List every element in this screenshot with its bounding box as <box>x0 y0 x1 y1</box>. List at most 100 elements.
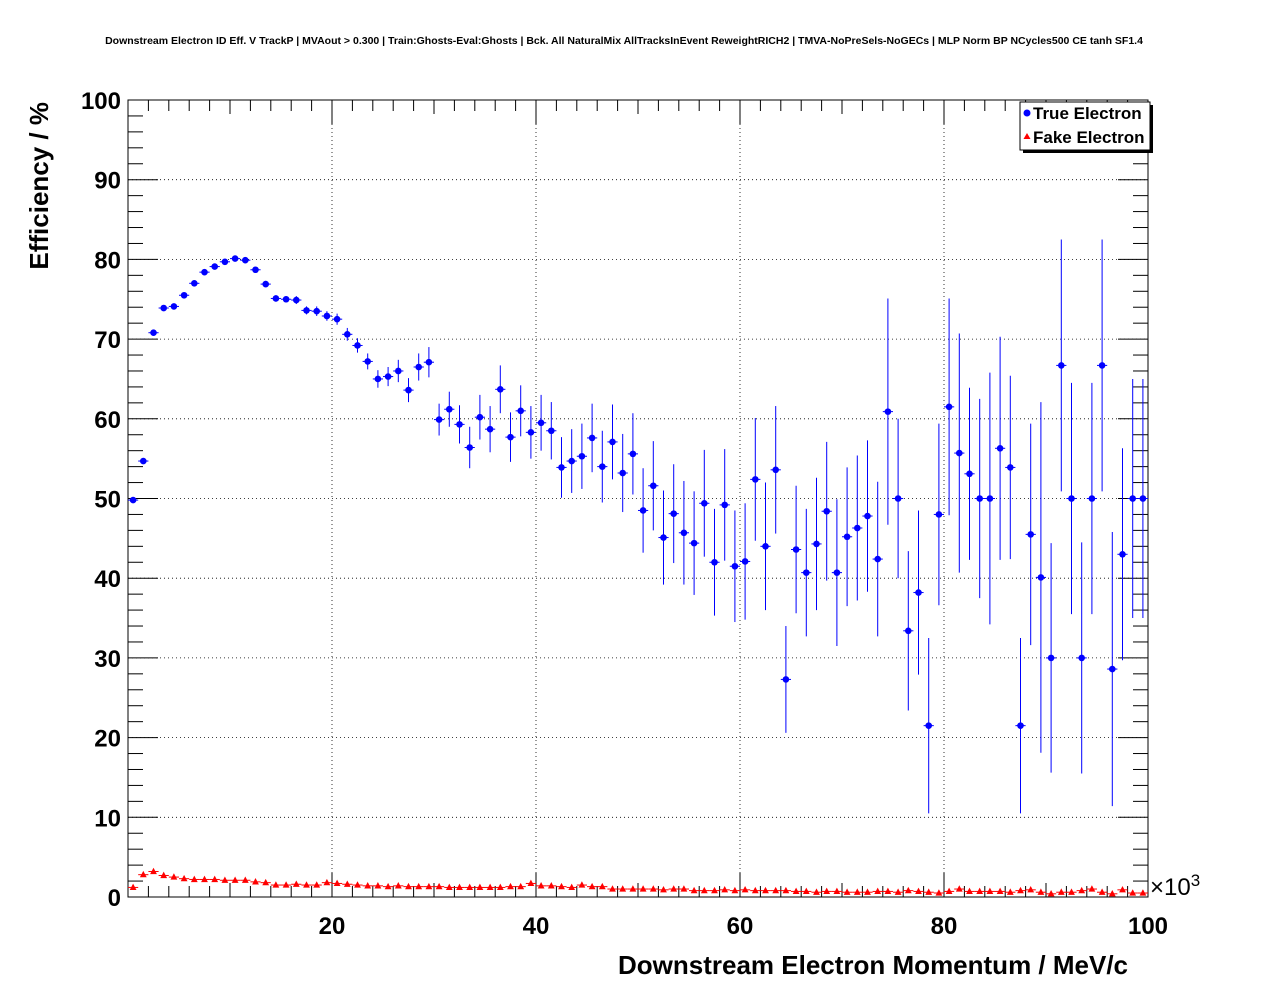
x-axis-label: Downstream Electron Momentum / MeV/c <box>618 950 1128 980</box>
data-point <box>1027 886 1035 893</box>
data-point <box>619 469 626 477</box>
legend: True Electron Fake Electron <box>1019 101 1153 153</box>
data-point <box>711 886 718 894</box>
data-point <box>915 589 922 596</box>
data-point <box>609 438 616 446</box>
data-point <box>1088 495 1096 502</box>
data-point <box>1027 531 1034 538</box>
data-point <box>588 434 596 442</box>
data-point <box>527 429 535 436</box>
data-point <box>1119 550 1126 558</box>
data-point <box>904 886 912 894</box>
data-point <box>221 258 229 266</box>
data-point <box>231 876 239 883</box>
data-point <box>956 449 963 457</box>
data-point <box>782 676 790 683</box>
data-point <box>792 887 800 895</box>
data-point <box>374 882 382 889</box>
data-point <box>466 444 474 451</box>
data-point <box>150 329 157 337</box>
data-point <box>925 722 932 729</box>
data-point <box>129 883 137 891</box>
x-exponent-base: ×10 <box>1150 874 1191 901</box>
data-point <box>384 882 392 890</box>
data-point <box>853 888 861 895</box>
data-point <box>456 421 463 428</box>
data-point <box>823 887 831 895</box>
data-point <box>252 878 259 885</box>
y-tick-label: 10 <box>94 805 121 832</box>
data-point <box>660 534 667 541</box>
data-point <box>843 888 851 895</box>
y-tick-label: 30 <box>94 646 121 673</box>
data-point <box>507 433 514 441</box>
y-tick-label: 40 <box>94 566 121 593</box>
data-point <box>752 476 759 483</box>
series-fake-electron <box>128 867 1148 897</box>
y-tick-label: 80 <box>94 247 121 274</box>
data-point <box>751 886 759 894</box>
data-point <box>905 627 912 635</box>
data-point <box>721 501 728 509</box>
y-tick-label: 20 <box>94 726 121 753</box>
y-tick-label: 90 <box>94 168 121 195</box>
legend-marker-true-electron <box>1023 109 1031 117</box>
data-point <box>1108 890 1116 897</box>
data-point <box>425 358 433 366</box>
data-point <box>313 307 321 315</box>
data-point <box>435 416 443 423</box>
data-point <box>497 386 504 393</box>
data-point <box>823 507 830 515</box>
data-point <box>272 295 280 302</box>
data-point <box>660 886 667 893</box>
data-point <box>1068 495 1075 502</box>
data-point <box>833 569 841 576</box>
data-point <box>966 470 973 478</box>
data-point <box>639 885 647 892</box>
data-point <box>792 546 800 553</box>
data-point <box>1088 885 1096 892</box>
data-point <box>935 889 943 896</box>
data-point <box>680 529 688 537</box>
data-point <box>333 879 341 887</box>
data-point <box>333 315 341 323</box>
data-point <box>1129 889 1137 896</box>
data-point <box>762 886 769 894</box>
data-point <box>854 524 861 532</box>
data-point <box>343 880 351 887</box>
data-point <box>741 558 749 565</box>
data-point <box>599 463 606 470</box>
data-point <box>1037 574 1045 581</box>
data-point <box>874 887 882 895</box>
data-point <box>405 882 412 890</box>
data-point <box>242 256 249 264</box>
x-exponent-power: 3 <box>1191 871 1200 890</box>
data-point <box>1078 654 1085 662</box>
data-point <box>364 882 372 889</box>
data-point <box>262 878 270 886</box>
data-point <box>1006 888 1014 895</box>
data-point <box>476 883 484 891</box>
data-point <box>190 875 198 883</box>
data-point <box>629 450 637 458</box>
data-point <box>843 533 851 541</box>
data-point <box>170 873 178 880</box>
data-point <box>486 425 494 433</box>
data-point <box>323 878 331 886</box>
data-point <box>221 876 229 883</box>
y-tick-labels: 0 10 20 30 40 50 60 70 80 90 100 <box>81 88 121 912</box>
data-point <box>354 881 361 888</box>
data-point <box>282 295 290 303</box>
data-point <box>894 495 902 502</box>
data-point <box>507 882 514 890</box>
data-point <box>293 296 300 304</box>
y-tick-label: 70 <box>94 327 121 354</box>
data-point <box>639 507 647 514</box>
data-point <box>527 879 535 887</box>
data-point <box>374 375 382 383</box>
data-point <box>1017 886 1024 894</box>
data-point <box>435 882 443 890</box>
data-point <box>1098 888 1106 895</box>
data-point <box>548 427 555 435</box>
y-tick-label: 0 <box>108 885 121 912</box>
